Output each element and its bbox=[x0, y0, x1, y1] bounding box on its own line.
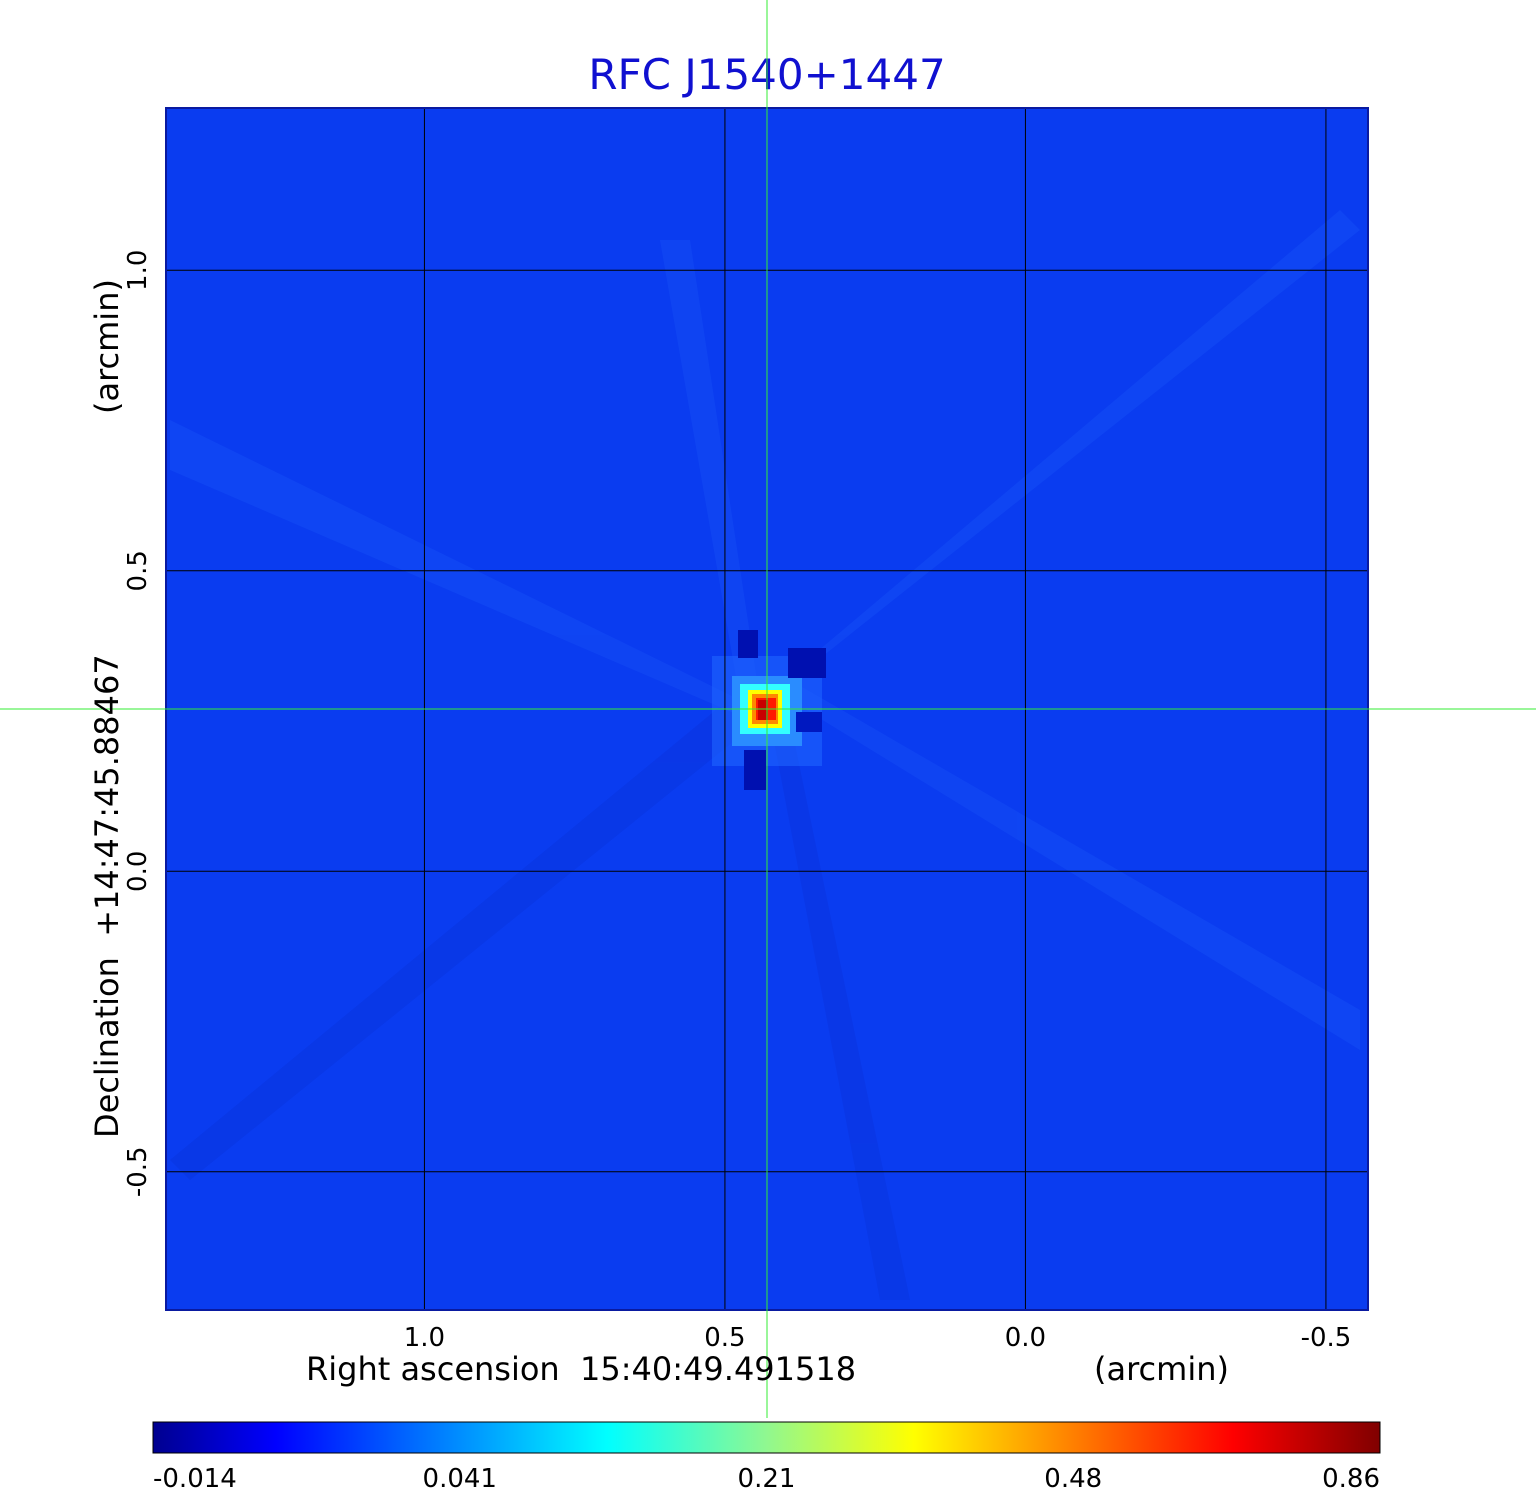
y-tick-label: 0.0 bbox=[123, 851, 153, 892]
colorbar-tick-label: 0.041 bbox=[423, 1464, 497, 1494]
x-axis-unit: (arcmin) bbox=[1094, 1350, 1229, 1388]
colorbar-tick-label: 0.48 bbox=[1044, 1464, 1102, 1494]
colorbar-gradient bbox=[152, 1421, 1381, 1454]
x-tick-labels: 1.0 0.5 0.0 -0.5 bbox=[404, 1323, 1352, 1353]
sidelobe-streaks bbox=[170, 210, 1360, 1300]
y-axis-label: Declination +14:47:45.88467 bbox=[88, 654, 126, 1138]
x-tick-label: -0.5 bbox=[1301, 1323, 1352, 1353]
x-tick-label: 0.0 bbox=[1005, 1323, 1046, 1353]
colorbar: -0.014 0.041 0.21 0.48 0.86 bbox=[152, 1421, 1381, 1494]
y-tick-labels: 1.0 0.5 0.0 -0.5 bbox=[123, 250, 153, 1198]
y-tick-label: -0.5 bbox=[123, 1146, 153, 1197]
crosshair bbox=[0, 0, 1536, 1418]
y-tick-label: 1.0 bbox=[123, 250, 153, 291]
colorbar-tick-labels: -0.014 0.041 0.21 0.48 0.86 bbox=[153, 1464, 1380, 1494]
x-tick-label: 0.5 bbox=[704, 1323, 745, 1353]
colorbar-tick-label: 0.86 bbox=[1322, 1464, 1380, 1494]
colorbar-tick-label: 0.21 bbox=[738, 1464, 796, 1494]
y-tick-label: 0.5 bbox=[123, 550, 153, 591]
colorbar-tick-label: -0.014 bbox=[153, 1464, 237, 1494]
x-axis-label: Right ascension 15:40:49.491518 bbox=[306, 1350, 856, 1388]
y-axis-unit: (arcmin) bbox=[88, 279, 126, 414]
x-tick-label: 1.0 bbox=[404, 1323, 445, 1353]
